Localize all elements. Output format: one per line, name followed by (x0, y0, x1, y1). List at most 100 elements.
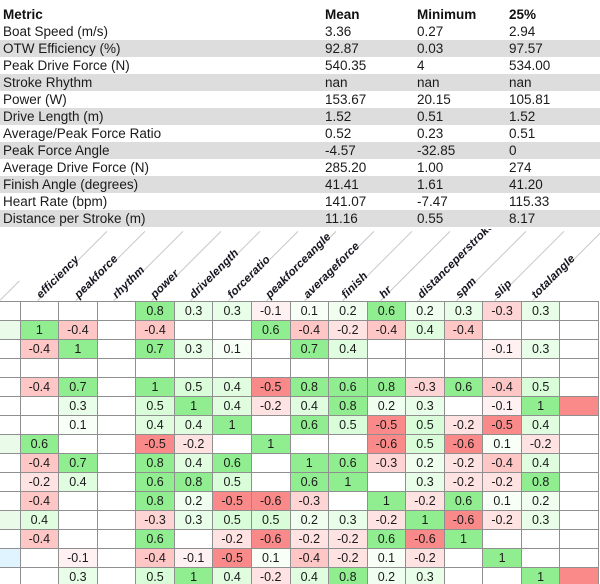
matrix-cell (560, 416, 599, 435)
matrix-cell: 0.1 (483, 435, 522, 454)
matrix-cell: 0.6 (290, 416, 329, 435)
matrix-cell: 0.4 (406, 321, 445, 340)
matrix-cell: 0.4 (213, 378, 252, 397)
matrix-cell (97, 454, 136, 473)
matrix-cell: 0.5 (136, 397, 175, 416)
matrix-cell (59, 492, 98, 511)
minimum-value: -32.85 (414, 142, 506, 159)
matrix-cell: -0.2 (483, 511, 522, 530)
metric-name: Distance per Stroke (m) (0, 210, 322, 227)
matrix-cell (521, 359, 560, 378)
matrix-cell: -0.2 (406, 492, 445, 511)
matrix-column-header-totalangle: totalangle (530, 253, 578, 301)
matrix-cell: 0.5 (213, 473, 252, 492)
p25-value: 8.17 (506, 210, 600, 227)
matrix-cell: 0.5 (521, 378, 560, 397)
matrix-cell: 0.2 (406, 302, 445, 321)
matrix-cell: 0.2 (367, 397, 406, 416)
matrix-cell (483, 359, 522, 378)
matrix-cell (483, 321, 522, 340)
matrix-cell (97, 549, 136, 568)
p25-value: 105.81 (506, 91, 600, 108)
matrix-cell: -0.5 (483, 416, 522, 435)
matrix-cell (560, 397, 599, 416)
summary-header-row: Metric Mean Minimum 25% (0, 6, 600, 23)
matrix-cell: 1 (483, 549, 522, 568)
matrix-cell (560, 302, 599, 321)
matrix-cell (213, 359, 252, 378)
matrix-cell: 0.3 (213, 302, 252, 321)
matrix-cell: -0.3 (367, 454, 406, 473)
matrix-cell (0, 340, 20, 359)
matrix-cell (136, 359, 175, 378)
p25-value: 0 (506, 142, 600, 159)
mean-value: 92.87 (322, 40, 414, 57)
matrix-cell: -0.5 (367, 416, 406, 435)
matrix-cell: 0.5 (213, 511, 252, 530)
matrix-cell: 0.1 (483, 492, 522, 511)
matrix-cell: 0.5 (251, 511, 290, 530)
matrix-cell: -0.6 (251, 530, 290, 549)
metric-name: Boat Speed (m/s) (0, 23, 322, 40)
mean-value: 285.20 (322, 159, 414, 176)
matrix-cell: -0.4 (367, 321, 406, 340)
matrix-cell: 0.7 (59, 454, 98, 473)
matrix-cell (97, 359, 136, 378)
matrix-cell: 0.4 (136, 416, 175, 435)
matrix-cell: 0.8 (136, 302, 175, 321)
matrix-cell (521, 321, 560, 340)
matrix-cell: 0.4 (174, 454, 213, 473)
matrix-cell (0, 454, 20, 473)
matrix-cell (0, 473, 20, 492)
matrix-cell (329, 492, 368, 511)
matrix-cell: 0.3 (521, 511, 560, 530)
matrix-cell: 0.6 (367, 302, 406, 321)
matrix-cell: -0.6 (444, 435, 483, 454)
matrix-cell (0, 378, 20, 397)
matrix-cell: 0.3 (444, 302, 483, 321)
matrix-cell: 0.8 (329, 397, 368, 416)
mean-value: 3.36 (322, 23, 414, 40)
matrix-cell (20, 549, 59, 568)
p25-value: 534.00 (506, 57, 600, 74)
p25-value: 0.51 (506, 125, 600, 142)
matrix-cell (59, 530, 98, 549)
minimum-value: 0.23 (414, 125, 506, 142)
matrix-cell (521, 530, 560, 549)
matrix-cell (20, 397, 59, 416)
matrix-cell: -0.4 (444, 321, 483, 340)
minimum-value: 1.61 (414, 176, 506, 193)
matrix-cell (59, 511, 98, 530)
p25-value: 1.52 (506, 108, 600, 125)
matrix-cell (97, 416, 136, 435)
matrix-column-header-peakforceangle: peakforceangle (263, 231, 333, 301)
matrix-cell: 0.6 (136, 530, 175, 549)
matrix-cell: 0.6 (213, 454, 252, 473)
metric-name: OTW Efficiency (%) (0, 40, 322, 57)
summary-col-mean: Mean (322, 6, 414, 23)
matrix-cell (20, 416, 59, 435)
matrix-cell: -0.3 (483, 302, 522, 321)
mean-value: 1.52 (322, 108, 414, 125)
mean-value: 540.35 (322, 57, 414, 74)
matrix-cell: -0.6 (251, 492, 290, 511)
matrix-cell: 1 (213, 416, 252, 435)
matrix-cell: -0.4 (59, 321, 98, 340)
matrix-cell: 0.7 (136, 340, 175, 359)
matrix-cell (97, 321, 136, 340)
matrix-cell: 0.4 (213, 397, 252, 416)
matrix-cell (97, 492, 136, 511)
matrix-cell: -0.6 (367, 435, 406, 454)
matrix-cell: -0.4 (136, 321, 175, 340)
metric-name: Peak Drive Force (N) (0, 57, 322, 74)
